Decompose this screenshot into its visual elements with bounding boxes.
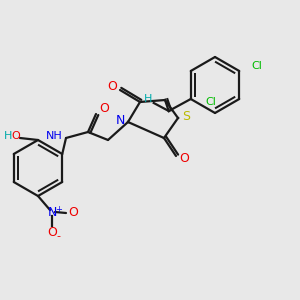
Text: N: N <box>115 113 125 127</box>
Text: -: - <box>56 231 60 241</box>
Text: O: O <box>47 226 57 238</box>
Text: O: O <box>179 152 189 164</box>
Text: H: H <box>144 94 152 104</box>
Text: N: N <box>47 206 57 220</box>
Text: O: O <box>99 103 109 116</box>
Text: +: + <box>56 205 62 214</box>
Text: Cl: Cl <box>206 97 216 107</box>
Text: NH: NH <box>46 131 62 141</box>
Text: Cl: Cl <box>252 61 263 71</box>
Text: S: S <box>182 110 190 122</box>
Text: O: O <box>107 80 117 92</box>
Text: H: H <box>4 131 12 141</box>
Text: O: O <box>68 206 78 220</box>
Text: O: O <box>12 131 20 141</box>
